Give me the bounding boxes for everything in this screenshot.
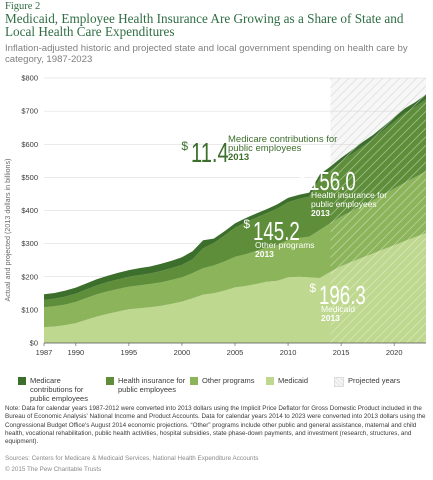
annotation-year: 2013 — [255, 249, 274, 259]
legend-label: Health insurance for public employees — [118, 376, 186, 394]
annotation-label: Medicare contributions for — [228, 134, 337, 145]
legend-swatch — [18, 377, 26, 385]
stacked-area-chart: $0 $100 $200 $300 $400 $500 $600 $700 $800 1987 1… — [3, 74, 426, 357]
y-tick-label: $500 — [21, 173, 38, 182]
y-tick-label: $200 — [21, 272, 38, 281]
x-tick-label: 1995 — [121, 348, 138, 357]
annotation-value: 11.4 — [191, 138, 229, 169]
x-tick-label: 1990 — [67, 348, 84, 357]
legend-swatch — [334, 377, 344, 387]
x-tick-label: 2005 — [227, 348, 244, 357]
legend-item-projected-years: Projected years — [334, 376, 414, 387]
annotation-dollar: $ — [309, 281, 316, 295]
legend-label: Other programs — [202, 376, 255, 385]
legend-label: Medicaid — [278, 376, 309, 385]
annotation-year: 2013 — [228, 152, 249, 163]
legend-item-medicaid: Medicaid — [266, 376, 330, 385]
x-tick-label: 2015 — [333, 348, 350, 357]
y-tick-label: $300 — [21, 239, 38, 248]
x-tick-label: 1987 — [36, 348, 53, 357]
annotation-value: 145.2 — [253, 216, 300, 246]
chart-title: Medicaid, Employee Health Insurance Are … — [5, 11, 404, 39]
legend-item-medicare-contributions-for-public-employees: Medicare contributions for public employ… — [18, 376, 104, 403]
legend-item-health-insurance-for-public-employees: Health insurance for public employees — [106, 376, 188, 394]
legend-swatch — [190, 377, 198, 385]
y-tick-label: $0 — [30, 339, 38, 348]
annotation-dollar: $ — [299, 167, 306, 181]
annotation-dollar: $ — [181, 139, 188, 153]
legend-swatch — [106, 377, 114, 385]
x-tick-label: 2010 — [280, 348, 297, 357]
area-other-programs — [44, 171, 426, 328]
legend-label: Medicare contributions for public employ… — [30, 376, 88, 403]
y-axis-label: Actual and projected (2013 dollars in bi… — [3, 158, 12, 301]
x-tick-label: 2000 — [174, 348, 191, 357]
annotation-value: 196.3 — [319, 280, 366, 310]
y-tick-label: $400 — [21, 206, 38, 215]
annotation-value: 156.0 — [309, 166, 356, 196]
legend-item-other-programs: Other programs — [190, 376, 262, 385]
annotation-label: public employees — [228, 143, 302, 154]
annotation-label: public employees — [311, 199, 377, 209]
legend-label: Projected years — [348, 376, 401, 385]
x-tick-label: 2020 — [386, 348, 403, 357]
chart-subtitle: Inflation-adjusted historic and projecte… — [5, 43, 408, 66]
annotation-label: Other programs — [255, 240, 315, 250]
figure-label: Figure 2 — [5, 1, 41, 12]
copyright-text: © 2015 The Pew Charitable Trusts — [5, 466, 102, 473]
annotation-dollar: $ — [243, 217, 250, 231]
note-text: Note: Data for calendar years 1987-2012 … — [5, 405, 426, 446]
y-tick-label: $800 — [21, 74, 38, 83]
legend: Medicare contributions for public employ… — [18, 376, 428, 403]
projected-overlay — [330, 94, 426, 343]
annotation-year: 2013 — [321, 313, 340, 323]
y-tick-label: $600 — [21, 140, 38, 149]
annotation-label: Medicaid — [321, 304, 355, 314]
legend-swatch — [266, 377, 274, 385]
sources-text: Sources: Centers for Medicare & Medicaid… — [5, 455, 259, 462]
y-tick-label: $100 — [21, 305, 38, 314]
annotation-year: 2013 — [311, 208, 330, 218]
y-tick-label: $700 — [21, 107, 38, 116]
annotation-label: Health insurance for — [311, 190, 387, 200]
